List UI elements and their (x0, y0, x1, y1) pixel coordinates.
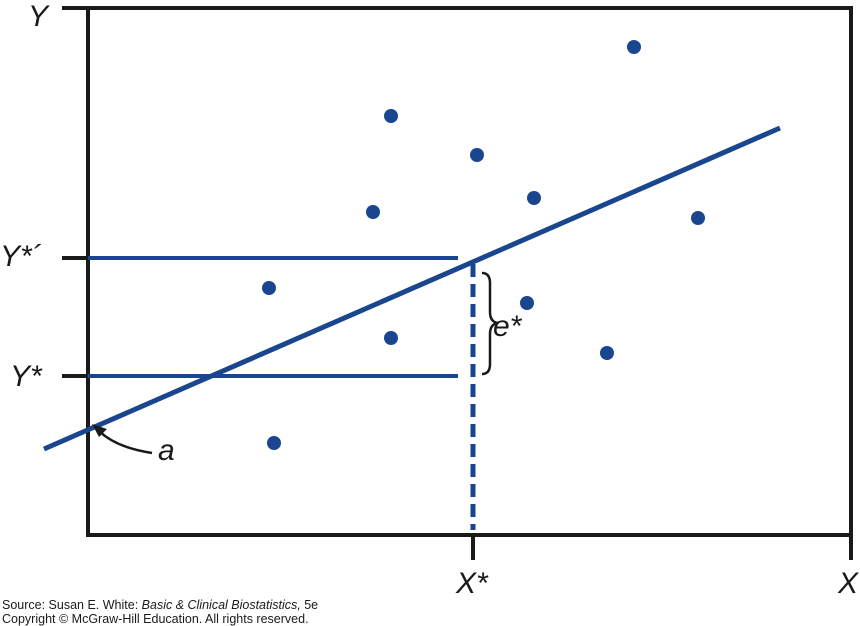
plot-frame (86, 6, 853, 537)
regression-line (43, 125, 781, 452)
data-point (262, 281, 276, 295)
copyright-credit: Copyright © McGraw-Hill Education. All r… (2, 612, 309, 626)
intercept-arrow (99, 431, 153, 455)
data-point (470, 148, 484, 162)
estar-label: e* (493, 310, 523, 343)
x-axis-label: X (837, 567, 859, 600)
ystar-label: Y* (10, 360, 43, 393)
source-credit: Source: Susan E. White: Basic & Clinical… (2, 598, 318, 612)
data-point (600, 346, 614, 360)
data-points (262, 40, 705, 450)
data-point (627, 40, 641, 54)
data-point (267, 436, 281, 450)
data-point (366, 205, 380, 219)
data-point (384, 109, 398, 123)
data-point (384, 331, 398, 345)
ystar-prime-label: Y*´ (0, 240, 42, 273)
y-axis-label: Y (28, 0, 50, 33)
intercept-label: a (158, 434, 175, 467)
source-title: Basic & Clinical Biostatistics, (141, 598, 301, 612)
data-point (527, 191, 541, 205)
xstar-label: X* (455, 567, 489, 600)
data-point (520, 296, 534, 310)
source-suffix: 5e (300, 598, 319, 612)
intercept-arrowhead-icon (92, 424, 107, 437)
source-prefix: Source: Susan E. White: (2, 598, 142, 612)
data-point (691, 211, 705, 225)
error-brace (481, 271, 499, 376)
